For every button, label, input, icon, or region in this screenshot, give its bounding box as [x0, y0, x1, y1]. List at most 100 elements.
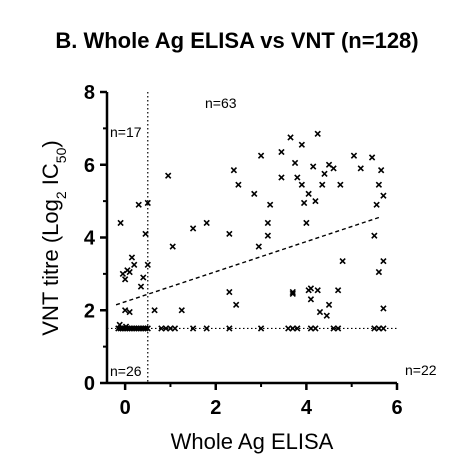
data-point: [289, 290, 296, 298]
data-point: [373, 201, 380, 208]
data-point: [257, 152, 265, 159]
data-point: [314, 130, 321, 137]
data-point: [264, 219, 272, 227]
cutoff-lines: [107, 92, 397, 383]
x-axis-title: Whole Ag ELISA: [171, 429, 334, 454]
data-point: [121, 276, 129, 283]
annotation-top-right: n=63: [205, 95, 237, 111]
annotation-top-left: n=17: [110, 124, 142, 140]
y-axis-title-end: ): [38, 140, 63, 147]
y-axis-title-main: VNT titre (Log: [38, 199, 63, 336]
data-point: [151, 307, 158, 314]
axes: 0 2 4 6 8 0 2 4 6: [84, 82, 403, 419]
data-point: [142, 325, 149, 332]
data-point: [375, 181, 383, 188]
data-point: [337, 181, 344, 188]
data-point: [203, 219, 210, 227]
data-point: [266, 201, 274, 208]
data-point: [144, 325, 151, 332]
y-tick-label-4: 8: [84, 82, 95, 104]
data-point: [289, 288, 296, 296]
data-point: [232, 301, 240, 308]
data-point: [287, 134, 294, 141]
data-point: [126, 268, 133, 276]
data-point: [325, 301, 333, 308]
data-point: [140, 274, 147, 281]
data-point: [380, 325, 387, 332]
x-tick-label-2: 4: [301, 397, 313, 419]
data-point: [380, 305, 387, 312]
data-points: [115, 130, 387, 332]
y-axis-title-mid: IC: [38, 163, 63, 191]
data-point: [291, 159, 299, 167]
data-point: [131, 261, 138, 268]
data-point: [316, 308, 324, 316]
data-point: [122, 323, 130, 330]
data-point: [323, 312, 330, 319]
data-point: [310, 163, 317, 170]
data-point: [314, 287, 321, 294]
data-point: [137, 283, 145, 290]
data-point: [368, 154, 376, 161]
x-tick-label-0: 0: [120, 397, 131, 419]
data-point: [251, 190, 258, 198]
data-point: [226, 288, 233, 296]
data-point: [230, 167, 238, 174]
data-point: [144, 199, 151, 207]
data-point: [142, 230, 149, 238]
data-point: [121, 307, 129, 314]
data-point: [226, 325, 233, 332]
y-axis-title-sub2: 2: [53, 191, 69, 199]
data-point: [255, 243, 262, 250]
data-point: [178, 307, 185, 314]
data-point: [339, 257, 346, 265]
data-point: [294, 325, 301, 332]
data-point: [375, 268, 383, 276]
x-tick-label-1: 2: [210, 397, 221, 419]
data-point: [307, 296, 315, 303]
data-point: [305, 190, 312, 198]
data-point: [298, 141, 306, 148]
data-point: [203, 325, 210, 332]
data-point: [226, 230, 233, 238]
data-point: [321, 170, 328, 178]
data-point: [264, 232, 272, 239]
data-point: [171, 325, 179, 332]
data-point: [371, 232, 378, 239]
y-axis-title: VNT titre (Log2 IC50): [38, 140, 69, 335]
data-point: [334, 325, 342, 332]
chart-title: B. Whole Ag ELISA vs VNT (n=128): [55, 28, 419, 53]
data-point: [126, 308, 133, 316]
y-tick-label-3: 6: [84, 155, 95, 177]
annotation-bottom-right: n=22: [405, 362, 437, 378]
data-point: [169, 243, 176, 250]
data-point: [307, 285, 315, 292]
data-point: [330, 165, 337, 172]
data-point: [116, 321, 123, 328]
data-point: [189, 225, 197, 232]
y-tick-label-0: 0: [84, 373, 95, 395]
data-point: [298, 181, 306, 188]
data-point: [144, 261, 151, 268]
data-point: [377, 167, 385, 174]
data-point: [294, 174, 301, 181]
data-point: [278, 148, 285, 156]
x-tick-label-3: 6: [391, 397, 402, 419]
data-point: [312, 325, 319, 332]
y-axis-title-sub50: 50: [53, 147, 69, 163]
data-point: [165, 172, 172, 179]
data-point: [350, 152, 358, 159]
data-point: [117, 219, 124, 227]
data-point: [189, 325, 197, 332]
data-point: [135, 201, 142, 208]
data-point: [319, 181, 326, 188]
data-point: [278, 174, 285, 181]
data-point: [235, 181, 242, 188]
data-point: [380, 192, 387, 199]
y-tick-label-2: 4: [84, 228, 96, 250]
data-point: [257, 325, 265, 332]
data-point: [128, 254, 136, 261]
annotation-bottom-left: n=26: [110, 363, 142, 379]
y-tick-label-1: 2: [84, 300, 95, 322]
